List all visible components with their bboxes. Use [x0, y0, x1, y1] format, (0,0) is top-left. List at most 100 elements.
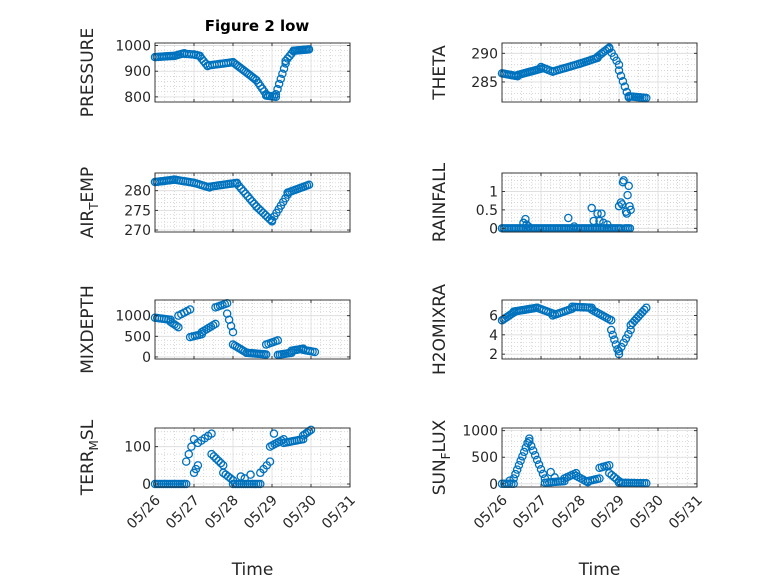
y-tick-label: 285	[471, 75, 498, 91]
y-tick-label: 290	[471, 46, 498, 62]
data-point	[261, 350, 271, 359]
data-point	[614, 66, 624, 75]
data-point	[519, 447, 529, 457]
data-point	[239, 186, 248, 196]
subplot-h2omixra: 2 4 6 H2OMIXRA	[430, 284, 698, 375]
data-point	[234, 181, 244, 191]
subplot-mixdepth: 0 500 1000 MIXDEPTH	[78, 285, 351, 374]
y-tick-label: 900	[124, 64, 151, 80]
data-point	[216, 458, 226, 468]
data-point	[274, 79, 284, 89]
data-point	[538, 469, 548, 479]
data-point	[617, 342, 626, 352]
data-point	[207, 429, 216, 438]
data-point	[273, 336, 283, 345]
data-point	[620, 82, 630, 91]
data-point	[211, 454, 221, 463]
data-point	[236, 472, 246, 481]
data-point	[245, 194, 255, 204]
data-point	[521, 443, 531, 452]
data-series	[150, 425, 316, 489]
y-tick-label: 2	[489, 347, 498, 363]
data-point	[249, 199, 259, 209]
data-point	[187, 442, 196, 451]
data-point	[273, 84, 282, 94]
data-point	[265, 457, 275, 466]
data-point	[522, 220, 531, 229]
data-point	[603, 220, 612, 229]
y-tick-label: 0	[489, 477, 498, 493]
data-point	[207, 449, 216, 459]
data-point	[532, 455, 542, 465]
data-point	[172, 321, 181, 331]
data-point	[614, 60, 624, 70]
data-point	[304, 45, 314, 54]
data-point	[606, 316, 616, 325]
x-tick-label: 05/29	[241, 493, 281, 533]
x-tick-label: 05/27	[163, 493, 203, 533]
data-point	[624, 181, 634, 191]
data-point	[209, 452, 219, 461]
y-axis-label: AIRTEMP	[78, 167, 101, 238]
data-point	[256, 206, 266, 215]
x-tick-label: 05/31	[319, 493, 359, 533]
data-point	[306, 425, 316, 435]
axes-box	[154, 299, 351, 360]
data-point	[516, 456, 525, 466]
data-point	[184, 449, 194, 459]
data-point	[595, 474, 604, 483]
data-point	[624, 329, 633, 339]
y-tick-label: 4	[489, 328, 498, 344]
data-point	[518, 452, 527, 461]
data-point	[281, 59, 290, 68]
data-point	[276, 74, 286, 84]
y-tick-label: 275	[124, 203, 151, 219]
data-point	[626, 205, 635, 215]
data-point	[261, 210, 270, 220]
data-point	[193, 461, 203, 470]
subplot-rainfall: 0 0.5 1 RAINFALL	[430, 162, 698, 242]
y-tick-label: 800	[124, 90, 151, 106]
data-point	[228, 327, 238, 337]
data-point	[595, 216, 604, 226]
data-point	[310, 347, 320, 357]
data-point	[241, 189, 250, 199]
data-point	[211, 319, 220, 329]
y-axis-label: H2OMIXRA	[430, 284, 450, 375]
data-point	[247, 197, 257, 206]
data-point	[174, 322, 183, 332]
data-series	[497, 43, 651, 103]
x-tick-label: 05/28	[202, 493, 242, 533]
data-point	[530, 450, 540, 460]
data-point	[610, 335, 619, 344]
data-point	[278, 69, 287, 79]
y-tick-label: 0	[489, 221, 498, 237]
x-tick-label: 05/26	[124, 492, 164, 532]
y-tick-label: 500	[124, 329, 151, 345]
data-point	[525, 437, 534, 446]
data-point	[512, 465, 522, 474]
y-tick-label: 500	[471, 450, 498, 466]
x-tick-label: 05/26	[471, 492, 511, 532]
y-tick-label: 270	[124, 223, 151, 239]
data-point	[640, 305, 649, 315]
y-tick-label: 1	[489, 184, 498, 200]
data-point	[269, 429, 279, 438]
data-point	[550, 473, 559, 482]
y-tick-label: 0.5	[476, 203, 498, 219]
y-tick-label: 6	[489, 308, 498, 324]
data-point	[605, 460, 614, 470]
data-point	[181, 457, 191, 466]
data-point	[619, 176, 628, 185]
axes-box	[501, 42, 698, 103]
data-point	[534, 460, 544, 469]
data-point	[616, 198, 626, 207]
data-point	[599, 218, 608, 228]
data-point	[232, 179, 242, 188]
y-axis-label: TERRMSL	[78, 419, 101, 496]
data-point	[258, 208, 268, 218]
data-point	[505, 476, 515, 485]
data-point	[521, 214, 530, 224]
data-point	[614, 347, 624, 356]
data-point	[546, 467, 556, 477]
